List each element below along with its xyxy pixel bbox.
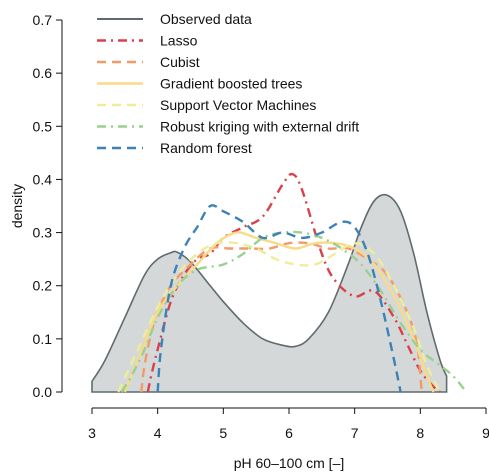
legend-label-gradient-boosted-trees: Gradient boosted trees — [160, 76, 302, 92]
y-tick-label: 0.4 — [33, 171, 53, 187]
y-axis-title: density — [9, 184, 25, 228]
y-tick-label: 0.6 — [33, 65, 53, 81]
x-tick-label: 9 — [482, 425, 489, 441]
y-tick-label: 0.3 — [33, 225, 53, 241]
x-tick-label: 5 — [219, 425, 227, 441]
legend-label-support-vector-machines: Support Vector Machines — [160, 97, 316, 113]
series-line-observed-data — [91, 193, 448, 393]
y-tick-label: 0.7 — [33, 12, 53, 28]
series-line-robust-kriging-with-external-drift — [120, 230, 468, 393]
series-line-random-forest — [156, 204, 402, 393]
series-line-cubist — [140, 241, 423, 393]
x-tick-label: 7 — [351, 425, 359, 441]
legend-label-cubist: Cubist — [160, 54, 200, 70]
y-tick-label: 0.5 — [33, 118, 53, 134]
legend-label-lasso: Lasso — [160, 33, 198, 49]
x-tick-label: 6 — [285, 425, 293, 441]
x-tick-label: 3 — [88, 425, 96, 441]
legend-label-observed-data: Observed data — [160, 11, 252, 27]
x-tick-label: 8 — [416, 425, 424, 441]
y-tick-label: 0.1 — [33, 331, 53, 347]
y-tick-label: 0.0 — [33, 384, 53, 400]
x-axis-title: pH 60–100 cm [–] — [234, 455, 345, 471]
y-tick-label: 0.2 — [33, 278, 53, 294]
series-line-gradient-boosted-trees — [123, 231, 435, 393]
series-line-support-vector-machines — [117, 240, 442, 393]
legend-label-robust-kriging-with-external-drift: Robust kriging with external drift — [160, 119, 359, 135]
x-tick-label: 4 — [154, 425, 162, 441]
legend-label-random-forest: Random forest — [160, 140, 252, 156]
